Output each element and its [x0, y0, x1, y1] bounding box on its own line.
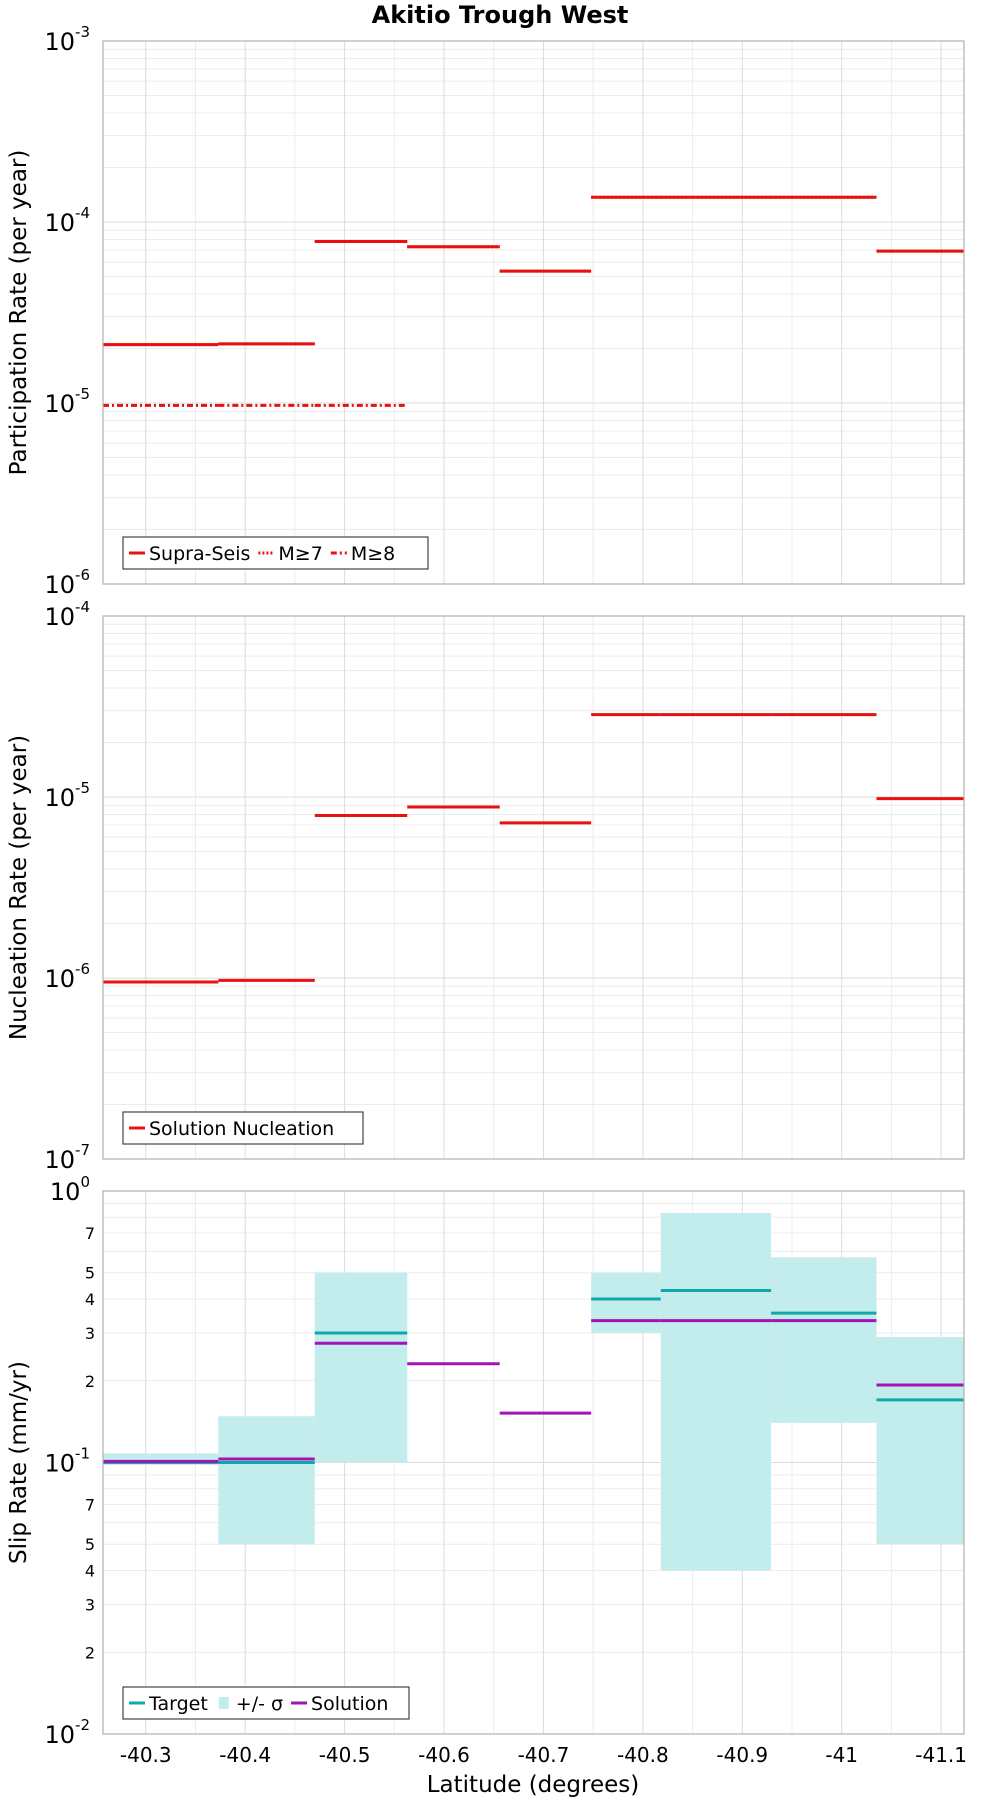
sigma-band — [314, 1272, 408, 1463]
y-tick-labels: 10-6 10-5 10-4 10-3 — [44, 23, 90, 599]
legend-box — [122, 1111, 364, 1145]
sigma-band — [660, 1212, 772, 1571]
sigma-bands — [103, 1212, 964, 1571]
y-minor-tick-label: 4 — [85, 1290, 95, 1309]
x-axis-label: Latitude (degrees) — [427, 1772, 640, 1798]
nucleation-rate-panel: 10-7 10-6 10-5 10-4 Nucleation Rate (per yea… — [6, 598, 965, 1174]
sigma-band — [771, 1257, 877, 1423]
y-minor-tick-label: 7 — [85, 1496, 95, 1515]
legend: Supra-Seis M≥7 M≥8 — [122, 536, 429, 570]
slip-rate-panel: 10-2 10-1 100 2 3 4 5 7 2 3 4 5 7 Slip Rate (mm/yr) -4… — [6, 1173, 967, 1767]
y-minor-tick-label: 3 — [85, 1324, 95, 1343]
legend-swatch — [218, 1697, 229, 1709]
participation-rate-panel: 10-6 10-5 10-4 10-3 Participation Rate (per … — [6, 23, 965, 599]
series-m-7 — [103, 195, 964, 347]
y-axis-label: Slip Rate (mm/yr) — [6, 1361, 32, 1564]
plot-area — [103, 616, 964, 1159]
y-minor-tick-label: 5 — [85, 1264, 95, 1283]
sigma-band — [103, 1453, 219, 1465]
y-tick-label: 10-3 — [44, 23, 90, 56]
grid — [103, 41, 964, 585]
grid — [103, 616, 964, 1160]
series-solution — [103, 1319, 964, 1463]
sigma-band — [876, 1336, 964, 1545]
y-minor-tick-label: 5 — [85, 1535, 95, 1554]
chart-title: Akitio Trough West — [372, 1, 629, 29]
x-tick-labels: -40.3 -40.4 -40.5 -40.6 -40.7 -40.8 -40.9 -41 -4… — [120, 1743, 967, 1767]
x-tick-label: -40.4 — [219, 1743, 271, 1767]
y-tick-label: 10-4 — [44, 598, 90, 631]
y-axis-label: Participation Rate (per year) — [6, 150, 32, 476]
legend-box — [122, 1686, 410, 1720]
plot-frame — [102, 1190, 965, 1735]
legend-label: Solution — [311, 1693, 388, 1715]
legend-label: Target — [148, 1693, 208, 1715]
x-tick-label: -40.9 — [716, 1743, 768, 1767]
x-tick-label: -40.8 — [617, 1743, 669, 1767]
y-tick-label: 10-7 — [44, 1141, 90, 1174]
y-tick-labels: 10-7 10-6 10-5 10-4 — [44, 598, 90, 1174]
y-minor-tick-label: 2 — [85, 1643, 95, 1662]
x-tick-label: -40.5 — [319, 1743, 371, 1767]
y-minor-tick-label: 7 — [85, 1224, 95, 1243]
y-minor-tick-label: 2 — [85, 1372, 95, 1391]
x-tick-label: -40.6 — [418, 1743, 470, 1767]
series-solution-nucleation — [103, 713, 964, 984]
x-tick-label: -40.7 — [518, 1743, 570, 1767]
y-minor-tick-label: 3 — [85, 1595, 95, 1614]
y-tick-labels: 10-2 10-1 100 2 3 4 5 7 2 3 4 5 7 — [44, 1173, 95, 1749]
legend-label: Supra-Seis — [149, 543, 250, 565]
plot-area — [103, 41, 964, 584]
legend: Target +/- σ Solution — [122, 1686, 410, 1720]
legend: Solution Nucleation — [122, 1111, 364, 1145]
y-minor-tick-label: 4 — [85, 1562, 95, 1581]
y-tick-label: 10-1 — [44, 1445, 90, 1478]
legend-label: M≥8 — [351, 543, 395, 565]
sigma-band — [218, 1416, 315, 1545]
y-tick-label: 10-2 — [44, 1716, 90, 1749]
sigma-band — [591, 1272, 661, 1333]
x-tick-label: -40.3 — [120, 1743, 172, 1767]
y-tick-label: 10-6 — [44, 566, 90, 599]
y-tick-label: 10-6 — [44, 960, 90, 993]
plot-frame — [102, 40, 965, 585]
x-tick-label: -41 — [825, 1743, 858, 1767]
legend-label: +/- σ — [236, 1693, 283, 1715]
plot-frame — [102, 615, 965, 1160]
x-tick-label: -41.1 — [915, 1743, 967, 1767]
y-tick-label: 10-4 — [44, 204, 90, 237]
y-tick-label: 10-5 — [44, 385, 90, 418]
legend-label: Solution Nucleation — [149, 1118, 334, 1140]
y-axis-label: Nucleation Rate (per year) — [6, 735, 32, 1040]
legend-box — [122, 536, 429, 570]
y-tick-label: 10-5 — [44, 779, 90, 812]
y-tick-label: 100 — [50, 1173, 90, 1206]
legend-label: M≥7 — [278, 543, 322, 565]
